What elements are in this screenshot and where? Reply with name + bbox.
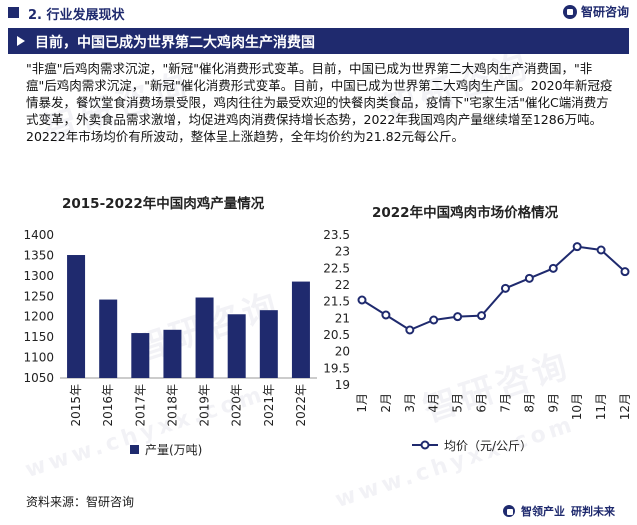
legend-label: 产量(万吨) (145, 443, 202, 457)
x-tick-label: 4月 (427, 393, 441, 413)
line-chart-title: 2022年中国鸡肉市场价格情况 (372, 205, 559, 221)
x-tick-label: 3月 (403, 393, 417, 413)
x-tick-label: 11月 (594, 393, 608, 420)
x-tick-label: 7月 (498, 393, 512, 413)
x-tick-label: 1月 (355, 393, 369, 413)
y-tick-label: 22 (335, 278, 350, 292)
x-tick-label: 2017年 (133, 384, 147, 427)
x-tick-label: 2015年 (69, 384, 83, 427)
brand-logo-icon (562, 4, 577, 19)
y-tick-label: 1200 (23, 310, 54, 324)
x-tick-label: 10月 (570, 393, 584, 420)
y-tick-label: 20 (335, 345, 350, 359)
section-marker (8, 7, 19, 18)
bar (67, 255, 86, 378)
x-tick-label: 2018年 (165, 384, 179, 427)
line-chart: 19 19.5 20 20.5 21 21.5 22 22.5 23 23.5 1月 2月 3月 4月 5月… (323, 228, 632, 453)
bar (195, 297, 214, 378)
data-point (548, 263, 558, 273)
play-arrow-icon (17, 36, 25, 46)
data-point (429, 315, 439, 325)
data-point (524, 273, 534, 283)
bar (131, 333, 150, 378)
section-title: 2. 行业发展现状 (28, 8, 125, 23)
x-tick-label: 2016年 (101, 384, 115, 427)
y-tick-label: 1250 (23, 289, 54, 303)
data-point (500, 283, 510, 293)
source-note: 资料来源：智研咨询 (26, 495, 135, 509)
x-tick-label: 2019年 (198, 384, 212, 427)
y-tick-label: 21.5 (323, 295, 350, 309)
footer-slogan-right: 研判未来 (571, 505, 615, 518)
y-tick-label: 20.5 (323, 328, 350, 342)
x-tick-label: 2020年 (230, 384, 244, 427)
x-tick-label: 12月 (618, 393, 632, 420)
data-point (596, 245, 606, 255)
data-point (381, 310, 391, 320)
footer-slogan-left: 智领产业 (521, 505, 565, 518)
y-tick-label: 1300 (23, 269, 54, 283)
x-tick-label: 2022年 (294, 384, 308, 427)
legend-marker (420, 440, 430, 450)
bar (259, 310, 278, 378)
y-tick-label: 1350 (23, 248, 54, 262)
x-tick-label: 2021年 (262, 384, 276, 427)
bar (291, 281, 310, 378)
y-tick-label: 19 (335, 378, 350, 392)
y-tick-label: 19.5 (323, 361, 350, 375)
x-tick-label: 6月 (475, 393, 489, 413)
y-tick-label: 1100 (23, 351, 54, 365)
x-tick-label: 9月 (546, 393, 560, 413)
bar (163, 329, 182, 378)
y-tick-label: 23 (335, 245, 350, 259)
bar-chart: 1050 1100 1150 1200 1250 1300 1350 1400 2015年 201… (23, 228, 317, 457)
footer-logo-icon (503, 505, 515, 517)
headline-title: 目前，中国已成为世界第二大鸡肉生产消费国 (35, 35, 315, 51)
y-tick-label: 22.5 (323, 261, 350, 275)
data-point (620, 267, 630, 277)
y-tick-label: 1050 (23, 371, 54, 385)
data-point (405, 325, 415, 335)
legend-swatch (130, 445, 139, 454)
series-line (361, 245, 626, 332)
headline-banner: 目前，中国已成为世界第二大鸡肉生产消费国 (8, 28, 629, 54)
data-point (453, 312, 463, 322)
body-paragraph: "非瘟"后鸡肉需求沉淀，"新冠"催化消费形式变革。目前，中国已成为世界第二大鸡肉… (26, 61, 613, 144)
data-point (572, 242, 582, 252)
footer-brand: 智领产业 研判未来 (503, 503, 615, 519)
y-tick-label: 1150 (23, 330, 54, 344)
x-tick-label: 8月 (522, 393, 536, 413)
y-tick-label: 21 (335, 311, 350, 325)
bar-chart-title: 2015-2022年中国肉鸡产量情况 (62, 196, 265, 212)
y-tick-label: 1400 (23, 228, 54, 242)
brand: 智研咨询 (562, 3, 629, 20)
legend-label: 均价（元/公斤） (444, 439, 532, 453)
data-point (357, 295, 367, 305)
x-tick-label: 5月 (451, 393, 465, 413)
y-tick-label: 23.5 (323, 228, 350, 242)
data-point (477, 311, 487, 321)
bar (99, 299, 118, 378)
x-tick-label: 2月 (379, 393, 393, 413)
brand-name: 智研咨询 (580, 5, 629, 19)
bar (227, 314, 246, 378)
top-bar: 2. 行业发展现状 智研咨询 (0, 0, 637, 26)
